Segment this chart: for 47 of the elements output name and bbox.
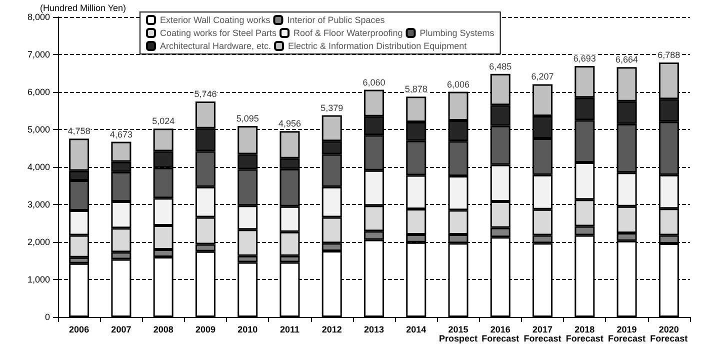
total-label: 6,664	[616, 54, 638, 65]
y-tick-label: 1,000	[27, 274, 50, 284]
x-tick-label: 2018 Forecast	[566, 324, 604, 344]
x-tick-label: 2020 Forecast	[650, 324, 688, 344]
x-tick-label: 2019 Forecast	[608, 324, 646, 344]
total-label: 5,095	[236, 113, 259, 124]
x-tick-label: 2017 Forecast	[524, 324, 562, 344]
legend-label: Exterior Wall Coating works	[160, 15, 271, 25]
total-label: 5,746	[194, 89, 217, 100]
legend-label: Architectural Hardware, etc.	[160, 41, 272, 51]
legend-label: Roof & Floor Waterproofing	[294, 28, 403, 38]
total-label: 4,758	[68, 126, 90, 136]
total-label: 6,788	[658, 50, 680, 60]
legend-label: Electric & Information Distribution Equipment	[288, 41, 468, 51]
total-label: 5,878	[404, 84, 428, 94]
x-tick-label: 2015 Prospect	[439, 324, 478, 344]
x-tick-label: 2007	[111, 324, 132, 334]
total-label: 4,956	[278, 118, 301, 129]
y-tick-label: 8,000	[27, 12, 50, 22]
legend-label: Interior of Public Spaces	[287, 15, 386, 25]
x-tick-label: 2009	[195, 324, 216, 334]
total-label: 5,024	[152, 116, 175, 126]
x-tick-label: 2011	[280, 324, 300, 334]
x-tick-label: 2016 Forecast	[482, 324, 520, 344]
total-label: 5,379	[320, 102, 344, 113]
x-tick-label: 2013	[364, 324, 384, 334]
y-tick-label: 2,000	[27, 237, 50, 247]
total-label: 6,006	[447, 79, 470, 90]
x-tick-label: 2010	[238, 324, 258, 334]
legend-label: Coating works for Steel Parts	[160, 28, 278, 38]
y-tick-label: 5,000	[27, 124, 50, 134]
y-tick-label: 3,000	[27, 200, 50, 210]
total-label: 6,485	[489, 61, 512, 72]
y-tick-label: 6,000	[27, 87, 50, 97]
total-label: 6,060	[362, 77, 386, 88]
y-tick-label: 0	[44, 312, 50, 322]
total-label: 4,673	[110, 129, 132, 140]
x-tick-label: 2008	[153, 324, 174, 334]
total-label: 6,207	[531, 72, 554, 82]
x-tick-label: 2006	[69, 324, 90, 334]
y-tick-label: 4,000	[27, 162, 50, 172]
x-tick-label: 2014	[406, 324, 426, 334]
y-tick-label: 7,000	[27, 50, 50, 60]
y-axis-title: (Hundred Million Yen)	[40, 3, 126, 14]
x-tick-label: 2012	[322, 324, 342, 334]
legend-label: Plumbing Systems	[420, 28, 495, 38]
total-label: 6,693	[573, 54, 596, 64]
